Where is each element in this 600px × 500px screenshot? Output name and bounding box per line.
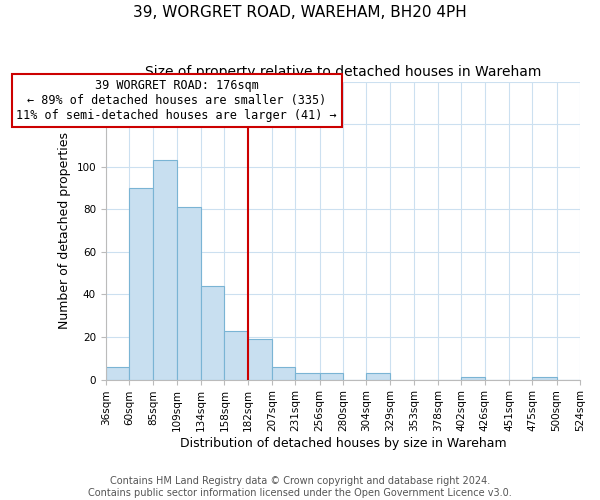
Bar <box>272 367 295 380</box>
Bar <box>320 373 343 380</box>
Bar <box>106 367 129 380</box>
Bar <box>366 373 391 380</box>
Bar <box>295 373 320 380</box>
Bar <box>129 188 154 380</box>
Text: 39, WORGRET ROAD, WAREHAM, BH20 4PH: 39, WORGRET ROAD, WAREHAM, BH20 4PH <box>133 5 467 20</box>
Title: Size of property relative to detached houses in Wareham: Size of property relative to detached ho… <box>145 65 541 79</box>
Text: Contains HM Land Registry data © Crown copyright and database right 2024.
Contai: Contains HM Land Registry data © Crown c… <box>88 476 512 498</box>
Text: 39 WORGRET ROAD: 176sqm
← 89% of detached houses are smaller (335)
11% of semi-d: 39 WORGRET ROAD: 176sqm ← 89% of detache… <box>16 79 337 122</box>
Bar <box>461 378 485 380</box>
Bar <box>224 330 248 380</box>
Bar <box>532 378 557 380</box>
Bar <box>154 160 176 380</box>
Y-axis label: Number of detached properties: Number of detached properties <box>58 132 71 329</box>
Bar <box>248 339 272 380</box>
Bar <box>176 207 201 380</box>
Bar <box>201 286 224 380</box>
X-axis label: Distribution of detached houses by size in Wareham: Distribution of detached houses by size … <box>179 437 506 450</box>
